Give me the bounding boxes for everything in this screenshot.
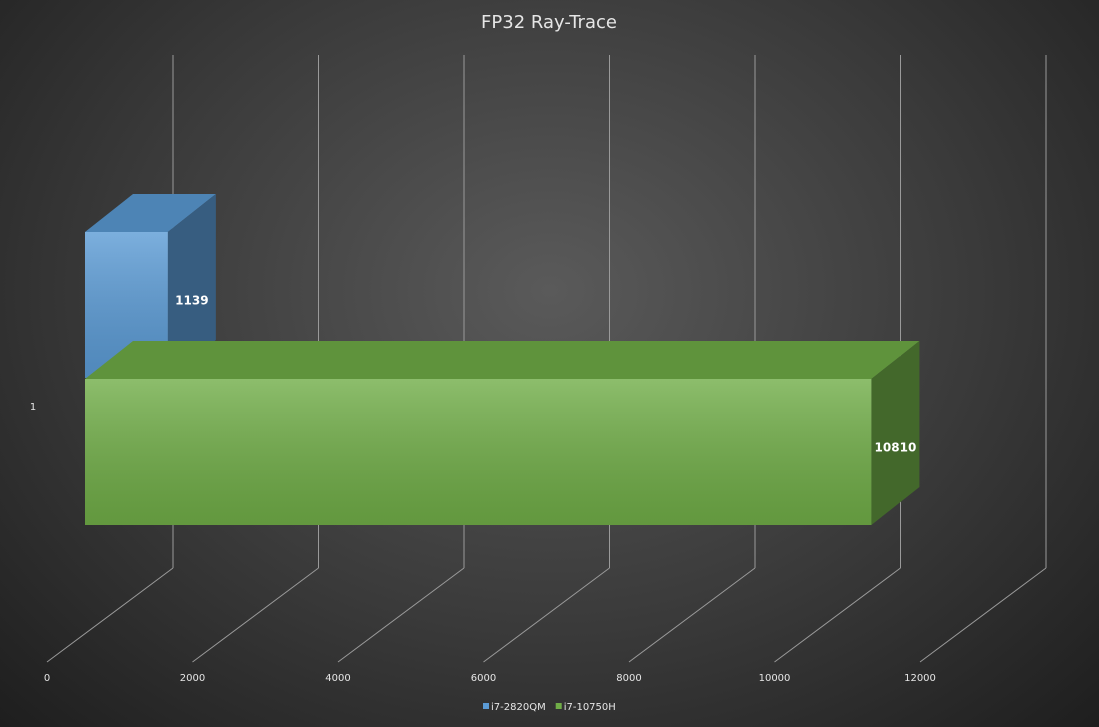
x-tick-label: 0 bbox=[44, 673, 50, 684]
bar-top bbox=[85, 341, 920, 379]
bar-top bbox=[85, 194, 216, 232]
grid-line bbox=[628, 567, 756, 663]
x-tick-label: 2000 bbox=[180, 673, 205, 684]
bar-side bbox=[871, 341, 920, 525]
data-label: 1139 bbox=[175, 294, 208, 308]
x-tick-label: 10000 bbox=[759, 673, 791, 684]
grid-line bbox=[483, 567, 610, 663]
legend-swatch bbox=[555, 703, 562, 709]
grid-line bbox=[774, 567, 901, 663]
chart-title: FP32 Ray-Trace bbox=[481, 12, 617, 33]
y-tick-label: 1 bbox=[30, 402, 36, 413]
legend-label: i7-10750H bbox=[564, 702, 616, 713]
grid-line bbox=[919, 567, 1047, 663]
data-label: 10810 bbox=[875, 441, 917, 455]
bar-shine bbox=[85, 379, 872, 525]
x-tick-label: 8000 bbox=[616, 673, 641, 684]
grid-line bbox=[337, 567, 465, 663]
legend-swatch bbox=[483, 703, 489, 709]
bar-side bbox=[167, 194, 216, 378]
grid-line bbox=[46, 567, 174, 663]
legend-label: i7-2820QM bbox=[491, 702, 546, 713]
grid-line bbox=[192, 567, 319, 663]
x-tick-label: 12000 bbox=[904, 673, 936, 684]
x-tick-label: 4000 bbox=[325, 673, 350, 684]
x-tick-label: 6000 bbox=[471, 673, 496, 684]
